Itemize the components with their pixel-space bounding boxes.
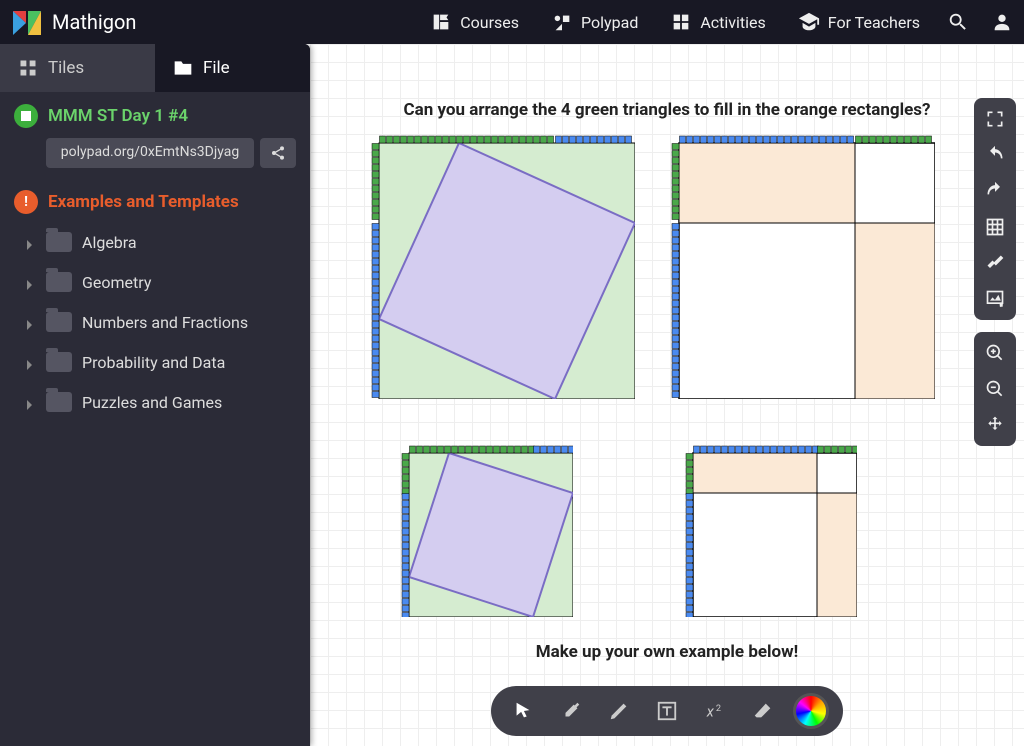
folder-icon: [46, 392, 72, 412]
folder-label: Probability and Data: [82, 353, 225, 372]
figure-big-right[interactable]: [670, 134, 926, 390]
nav-courses[interactable]: Courses: [414, 0, 535, 44]
nav-polypad[interactable]: Polypad: [535, 0, 654, 44]
zoom-out-button[interactable]: [978, 372, 1012, 406]
folder-row[interactable]: Geometry: [0, 262, 310, 302]
view-toolbar: [974, 98, 1016, 320]
tab-tiles[interactable]: Tiles: [0, 44, 155, 92]
nav-teachers-label: For Teachers: [828, 13, 920, 32]
file-title: MMM ST Day 1 #4: [48, 106, 188, 126]
canvas-question: Can you arrange the 4 green triangles to…: [310, 100, 1024, 120]
figure-small-left[interactable]: [400, 444, 564, 608]
undo-button[interactable]: [978, 138, 1012, 172]
folder-icon: [46, 352, 72, 372]
sidebar-tabs: Tiles File: [0, 44, 310, 92]
folder-list: Algebra Geometry Numbers and Fractions P…: [0, 222, 310, 422]
examples-section-header: ! Examples and Templates: [0, 176, 310, 222]
folder-row[interactable]: Puzzles and Games: [0, 382, 310, 422]
search-button[interactable]: [936, 0, 980, 44]
pan-button[interactable]: [978, 408, 1012, 442]
folder-label: Numbers and Fractions: [82, 313, 248, 332]
canvas[interactable]: Can you arrange the 4 green triangles to…: [310, 44, 1024, 746]
eyedropper-tool[interactable]: [549, 689, 593, 733]
folder-row[interactable]: Numbers and Fractions: [0, 302, 310, 342]
zoom-toolbar: [974, 332, 1016, 446]
folder-row[interactable]: Probability and Data: [0, 342, 310, 382]
chevron-right-icon: [24, 396, 36, 408]
share-url[interactable]: polypad.org/0xEmtNs3Djyag: [46, 138, 254, 168]
canvas-subtext: Make up your own example below!: [310, 642, 1024, 662]
equation-tool[interactable]: x2: [693, 689, 737, 733]
examples-section-title: Examples and Templates: [48, 192, 239, 212]
pointer-tool[interactable]: [501, 689, 545, 733]
tools-button[interactable]: [978, 246, 1012, 280]
folder-icon: [46, 312, 72, 332]
nav-teachers[interactable]: For Teachers: [782, 0, 936, 44]
folder-label: Geometry: [82, 273, 151, 292]
chevron-right-icon: [24, 316, 36, 328]
tool-toolbar: x2: [491, 686, 843, 736]
tab-file-label: File: [203, 58, 230, 78]
pen-tool[interactable]: [597, 689, 641, 733]
grid-button[interactable]: [978, 210, 1012, 244]
nav-activities[interactable]: Activities: [654, 0, 781, 44]
folder-icon: [46, 272, 72, 292]
text-tool[interactable]: [645, 689, 689, 733]
sidebar: Tiles File MMM ST Day 1 #4 polypad.org/0…: [0, 44, 310, 746]
nav-courses-label: Courses: [460, 13, 519, 32]
chevron-right-icon: [24, 356, 36, 368]
file-header: MMM ST Day 1 #4 polypad.org/0xEmtNs3Djya…: [0, 92, 310, 176]
logo-icon: [12, 7, 42, 37]
folder-row[interactable]: Algebra: [0, 222, 310, 262]
top-nav: Mathigon Courses Polypad Activities For …: [0, 0, 1024, 44]
color-picker[interactable]: [789, 689, 833, 733]
chevron-right-icon: [24, 276, 36, 288]
zoom-in-button[interactable]: [978, 336, 1012, 370]
figure-big-left[interactable]: [370, 134, 626, 390]
nav-polypad-label: Polypad: [581, 13, 638, 32]
tab-file[interactable]: File: [155, 44, 310, 92]
share-button[interactable]: [260, 138, 296, 168]
svg-text:2: 2: [716, 704, 721, 714]
folder-label: Puzzles and Games: [82, 393, 222, 412]
export-image-button[interactable]: [978, 282, 1012, 316]
lightbulb-icon: !: [14, 190, 38, 214]
account-button[interactable]: [980, 0, 1024, 44]
chevron-right-icon: [24, 236, 36, 248]
file-status-icon: [14, 104, 38, 128]
nav-activities-label: Activities: [700, 13, 765, 32]
tab-tiles-label: Tiles: [48, 58, 84, 78]
brand-name: Mathigon: [52, 10, 136, 34]
fullscreen-button[interactable]: [978, 102, 1012, 136]
folder-label: Algebra: [82, 233, 137, 252]
figure-small-right[interactable]: [684, 444, 848, 608]
folder-icon: [46, 232, 72, 252]
svg-text:x: x: [706, 703, 715, 721]
eraser-tool[interactable]: [741, 689, 785, 733]
redo-button[interactable]: [978, 174, 1012, 208]
